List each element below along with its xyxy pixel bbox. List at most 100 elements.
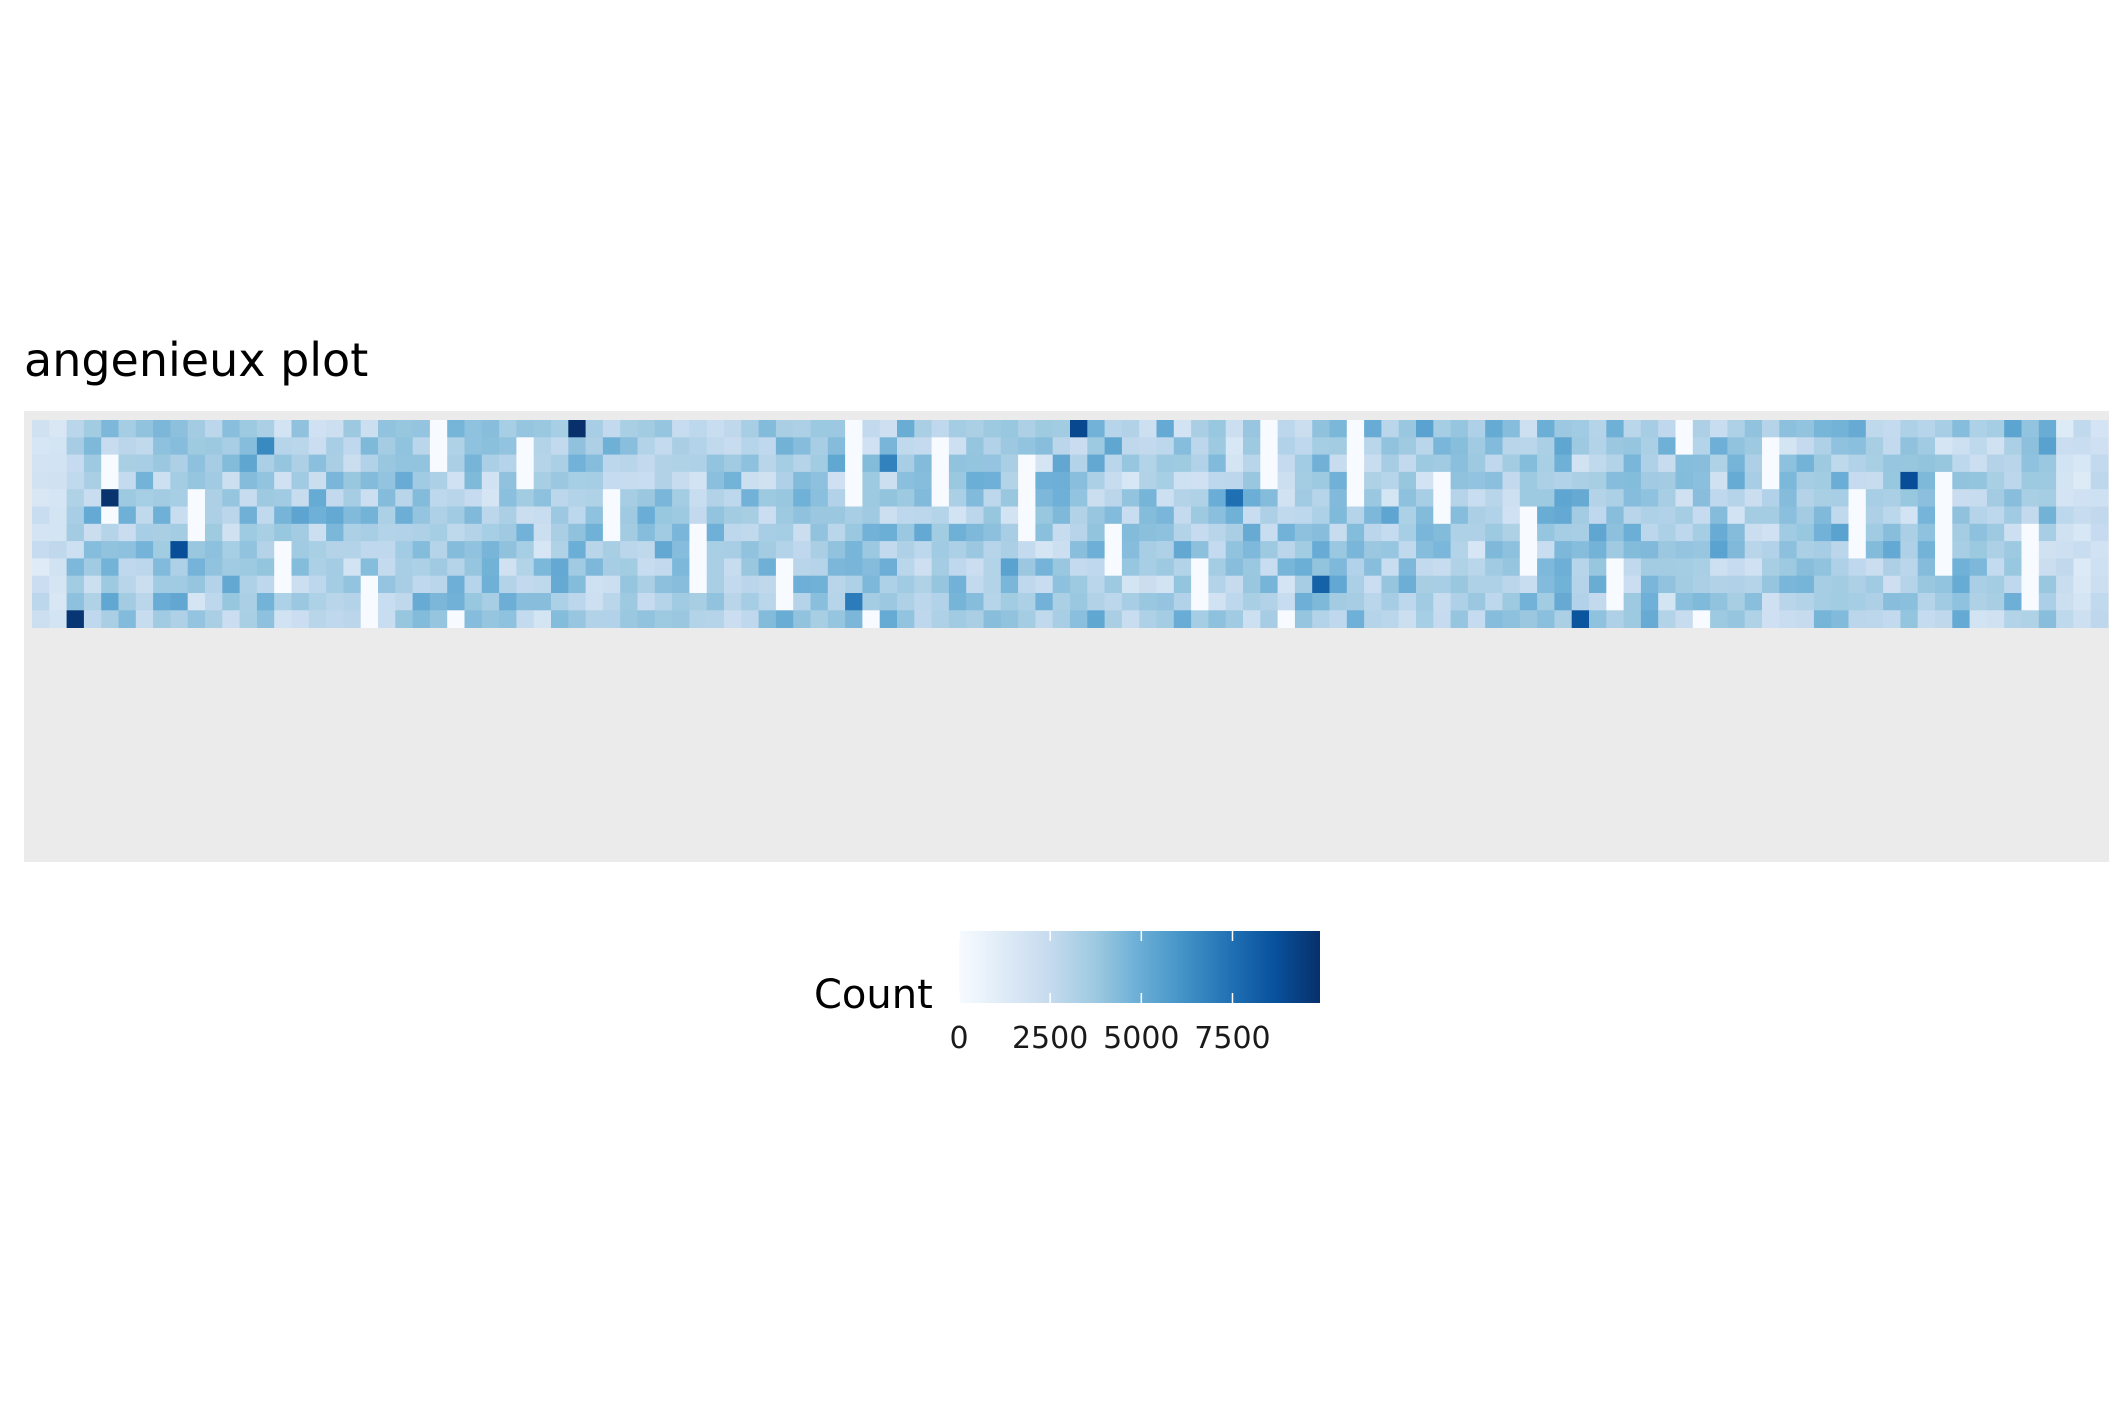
heatmap-cell [1260,420,1278,438]
heatmap-cell [1935,523,1953,542]
heatmap-cell [1191,489,1209,507]
heatmap-cell [135,506,154,525]
heatmap-cell [1294,506,1313,525]
heatmap-cell [326,575,344,594]
heatmap-cell [1381,471,1400,490]
heatmap-cell [758,506,777,525]
heatmap-cell [1485,558,1503,577]
heatmap-cell [1831,506,1849,525]
heatmap-cell [1052,593,1071,611]
heatmap-cell [412,471,431,490]
heatmap-cell [1710,575,1728,594]
heatmap-cell [1935,437,1953,455]
heatmap-cell [481,420,500,438]
heatmap-cell [308,523,327,542]
heatmap-cell [308,610,327,628]
heatmap-cell [1156,471,1175,490]
heatmap-cell [343,506,362,525]
heatmap-cell [1277,541,1296,559]
heatmap-cell [1658,420,1676,438]
heatmap-cell [1225,420,1244,438]
heatmap-cell [533,575,552,594]
heatmap-cell [66,489,85,507]
heatmap-cell [83,506,102,525]
heatmap-cell [793,437,811,455]
heatmap-cell [602,541,621,559]
heatmap-cell [827,523,846,542]
heatmap-cell [966,541,984,559]
heatmap-cell [602,610,621,628]
heatmap-cell [1381,541,1400,559]
heatmap-cell [1070,454,1088,473]
heatmap-cell [1519,489,1538,507]
heatmap-cell [360,610,379,628]
heatmap-cell [637,610,656,628]
heatmap-cell [1606,420,1624,438]
heatmap-cell [1658,541,1676,559]
heatmap-cell [1883,523,1901,542]
heatmap-cell [481,454,500,473]
heatmap-cell [845,454,863,473]
heatmap-cell [1640,593,1659,611]
heatmap-cell [862,454,881,473]
heatmap-cell [1762,523,1780,542]
heatmap-cell [845,506,863,525]
heatmap-cell [533,489,552,507]
heatmap-cell [1208,593,1227,611]
heatmap-cell [66,437,85,455]
chart-title: angenieux plot [24,333,368,387]
heatmap-cell [1692,541,1711,559]
heatmap-cell [205,541,223,559]
heatmap-cell [1986,420,2005,438]
heatmap-cell [1433,506,1451,525]
heatmap-cell [1537,610,1555,628]
heatmap-cell [1571,420,1590,438]
heatmap-cell [1727,437,1746,455]
heatmap-cell [827,506,846,525]
heatmap-cell [706,454,725,473]
heatmap-cell [1467,506,1486,525]
heatmap-cell [1986,471,2005,490]
heatmap-cell [1346,593,1365,611]
heatmap-cell [66,610,85,628]
heatmap-cell [1191,575,1209,594]
heatmap-cell [931,506,950,525]
heatmap-cell [101,541,119,559]
heatmap-cell [1329,541,1348,559]
heatmap-cell [1865,454,1884,473]
heatmap-cell [1243,593,1261,611]
heatmap-cell [118,541,137,559]
heatmap-cell [1052,506,1071,525]
heatmap-cell [1191,593,1209,611]
heatmap-cell [326,593,344,611]
heatmap-cell [153,575,171,594]
heatmap-cell [1813,541,1832,559]
heatmap-cell [412,489,431,507]
heatmap-cell [187,454,206,473]
heatmap-cell [1225,471,1244,490]
heatmap-cell [118,593,137,611]
heatmap-cell [1589,523,1607,542]
heatmap-cell [1675,454,1694,473]
heatmap-cell [724,437,742,455]
heatmap-cell [585,471,604,490]
heatmap-cell [481,523,500,542]
heatmap-cell [879,471,898,490]
heatmap-cell [741,454,759,473]
heatmap-cell [741,471,759,490]
heatmap-cell [1243,558,1261,577]
heatmap-cell [620,541,638,559]
heatmap-cell [654,541,673,559]
heatmap-cell [343,454,362,473]
heatmap-cell [1035,610,1054,628]
heatmap-cell [1623,454,1642,473]
heatmap-cell [1364,558,1382,577]
heatmap-cell [966,489,984,507]
heatmap-cell [153,558,171,577]
heatmap-cell [1986,489,2005,507]
heatmap-cell [1346,541,1365,559]
heatmap-cell [1658,454,1676,473]
heatmap-cell [931,523,950,542]
heatmap-cell [1502,489,1521,507]
heatmap-cell [1589,506,1607,525]
